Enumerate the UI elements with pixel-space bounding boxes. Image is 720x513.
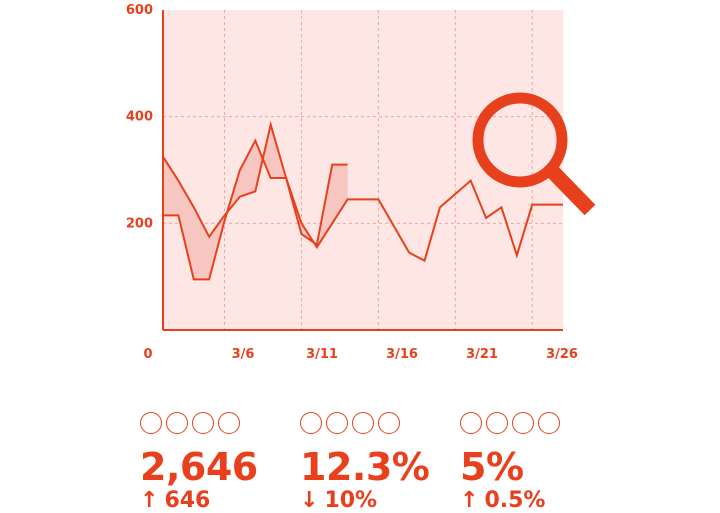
circle-icon: [300, 412, 322, 434]
x-tick-label: 0: [143, 347, 152, 362]
arrow-up-icon: ↑: [140, 488, 159, 513]
circle-icon: [538, 412, 560, 434]
band-area: [163, 124, 348, 280]
x-tick-label: 3/6: [232, 347, 255, 362]
dot-row: [300, 412, 470, 436]
stat-delta-value: 646: [164, 488, 211, 513]
stat-block-3: 5% ↑ 0.5%: [460, 412, 630, 513]
dot-row: [140, 412, 310, 436]
circle-icon: [486, 412, 508, 434]
series-lines: [162, 120, 563, 281]
circle-icon: [218, 412, 240, 434]
circle-icon: [140, 412, 162, 434]
plot-area: [163, 10, 563, 330]
magnifier-icon: [472, 92, 596, 216]
y-axis-ticks: 600 400 200: [126, 3, 153, 231]
stat-delta: ↑ 646: [140, 488, 310, 513]
y-tick-label: 200: [126, 216, 153, 231]
dot-row: [460, 412, 630, 436]
stat-delta-value: 10%: [324, 488, 378, 513]
circle-icon: [512, 412, 534, 434]
grid-lines: [163, 10, 563, 330]
y-tick-label: 600: [126, 3, 153, 18]
circle-icon: [460, 412, 482, 434]
circle-icon: [166, 412, 188, 434]
circle-icon: [192, 412, 214, 434]
arrow-up-icon: ↑: [460, 488, 479, 513]
y-tick-label: 400: [126, 110, 153, 125]
difference-band: [163, 124, 348, 280]
stat-value: 5%: [460, 445, 524, 489]
series-line-2: [163, 138, 348, 281]
series-line-1: [162, 120, 563, 263]
stat-block-2: 12.3% ↓ 10%: [300, 412, 470, 513]
circle-icon: [378, 412, 400, 434]
stat-delta-value: 0.5%: [484, 488, 546, 513]
circle-icon: [326, 412, 348, 434]
x-tick-label: 3/21: [466, 347, 498, 362]
x-tick-label: 3/16: [386, 347, 418, 362]
stat-value: 2,646: [140, 445, 258, 489]
line-chart: 600 400 200 0 3/6 3/11 3/16 3/21 3/26: [126, 3, 596, 362]
stat-block-1: 2,646 ↑ 646: [140, 412, 310, 513]
stat-delta: ↑ 0.5%: [460, 488, 630, 513]
stat-delta: ↓ 10%: [300, 488, 470, 513]
axes: [162, 10, 563, 331]
circle-icon: [352, 412, 374, 434]
x-tick-label: 3/26: [546, 347, 578, 362]
stat-value: 12.3%: [300, 445, 430, 489]
arrow-down-icon: ↓: [300, 488, 319, 513]
x-axis-ticks: 0 3/6 3/11 3/16 3/21 3/26: [143, 347, 577, 362]
x-tick-label: 3/11: [306, 347, 338, 362]
